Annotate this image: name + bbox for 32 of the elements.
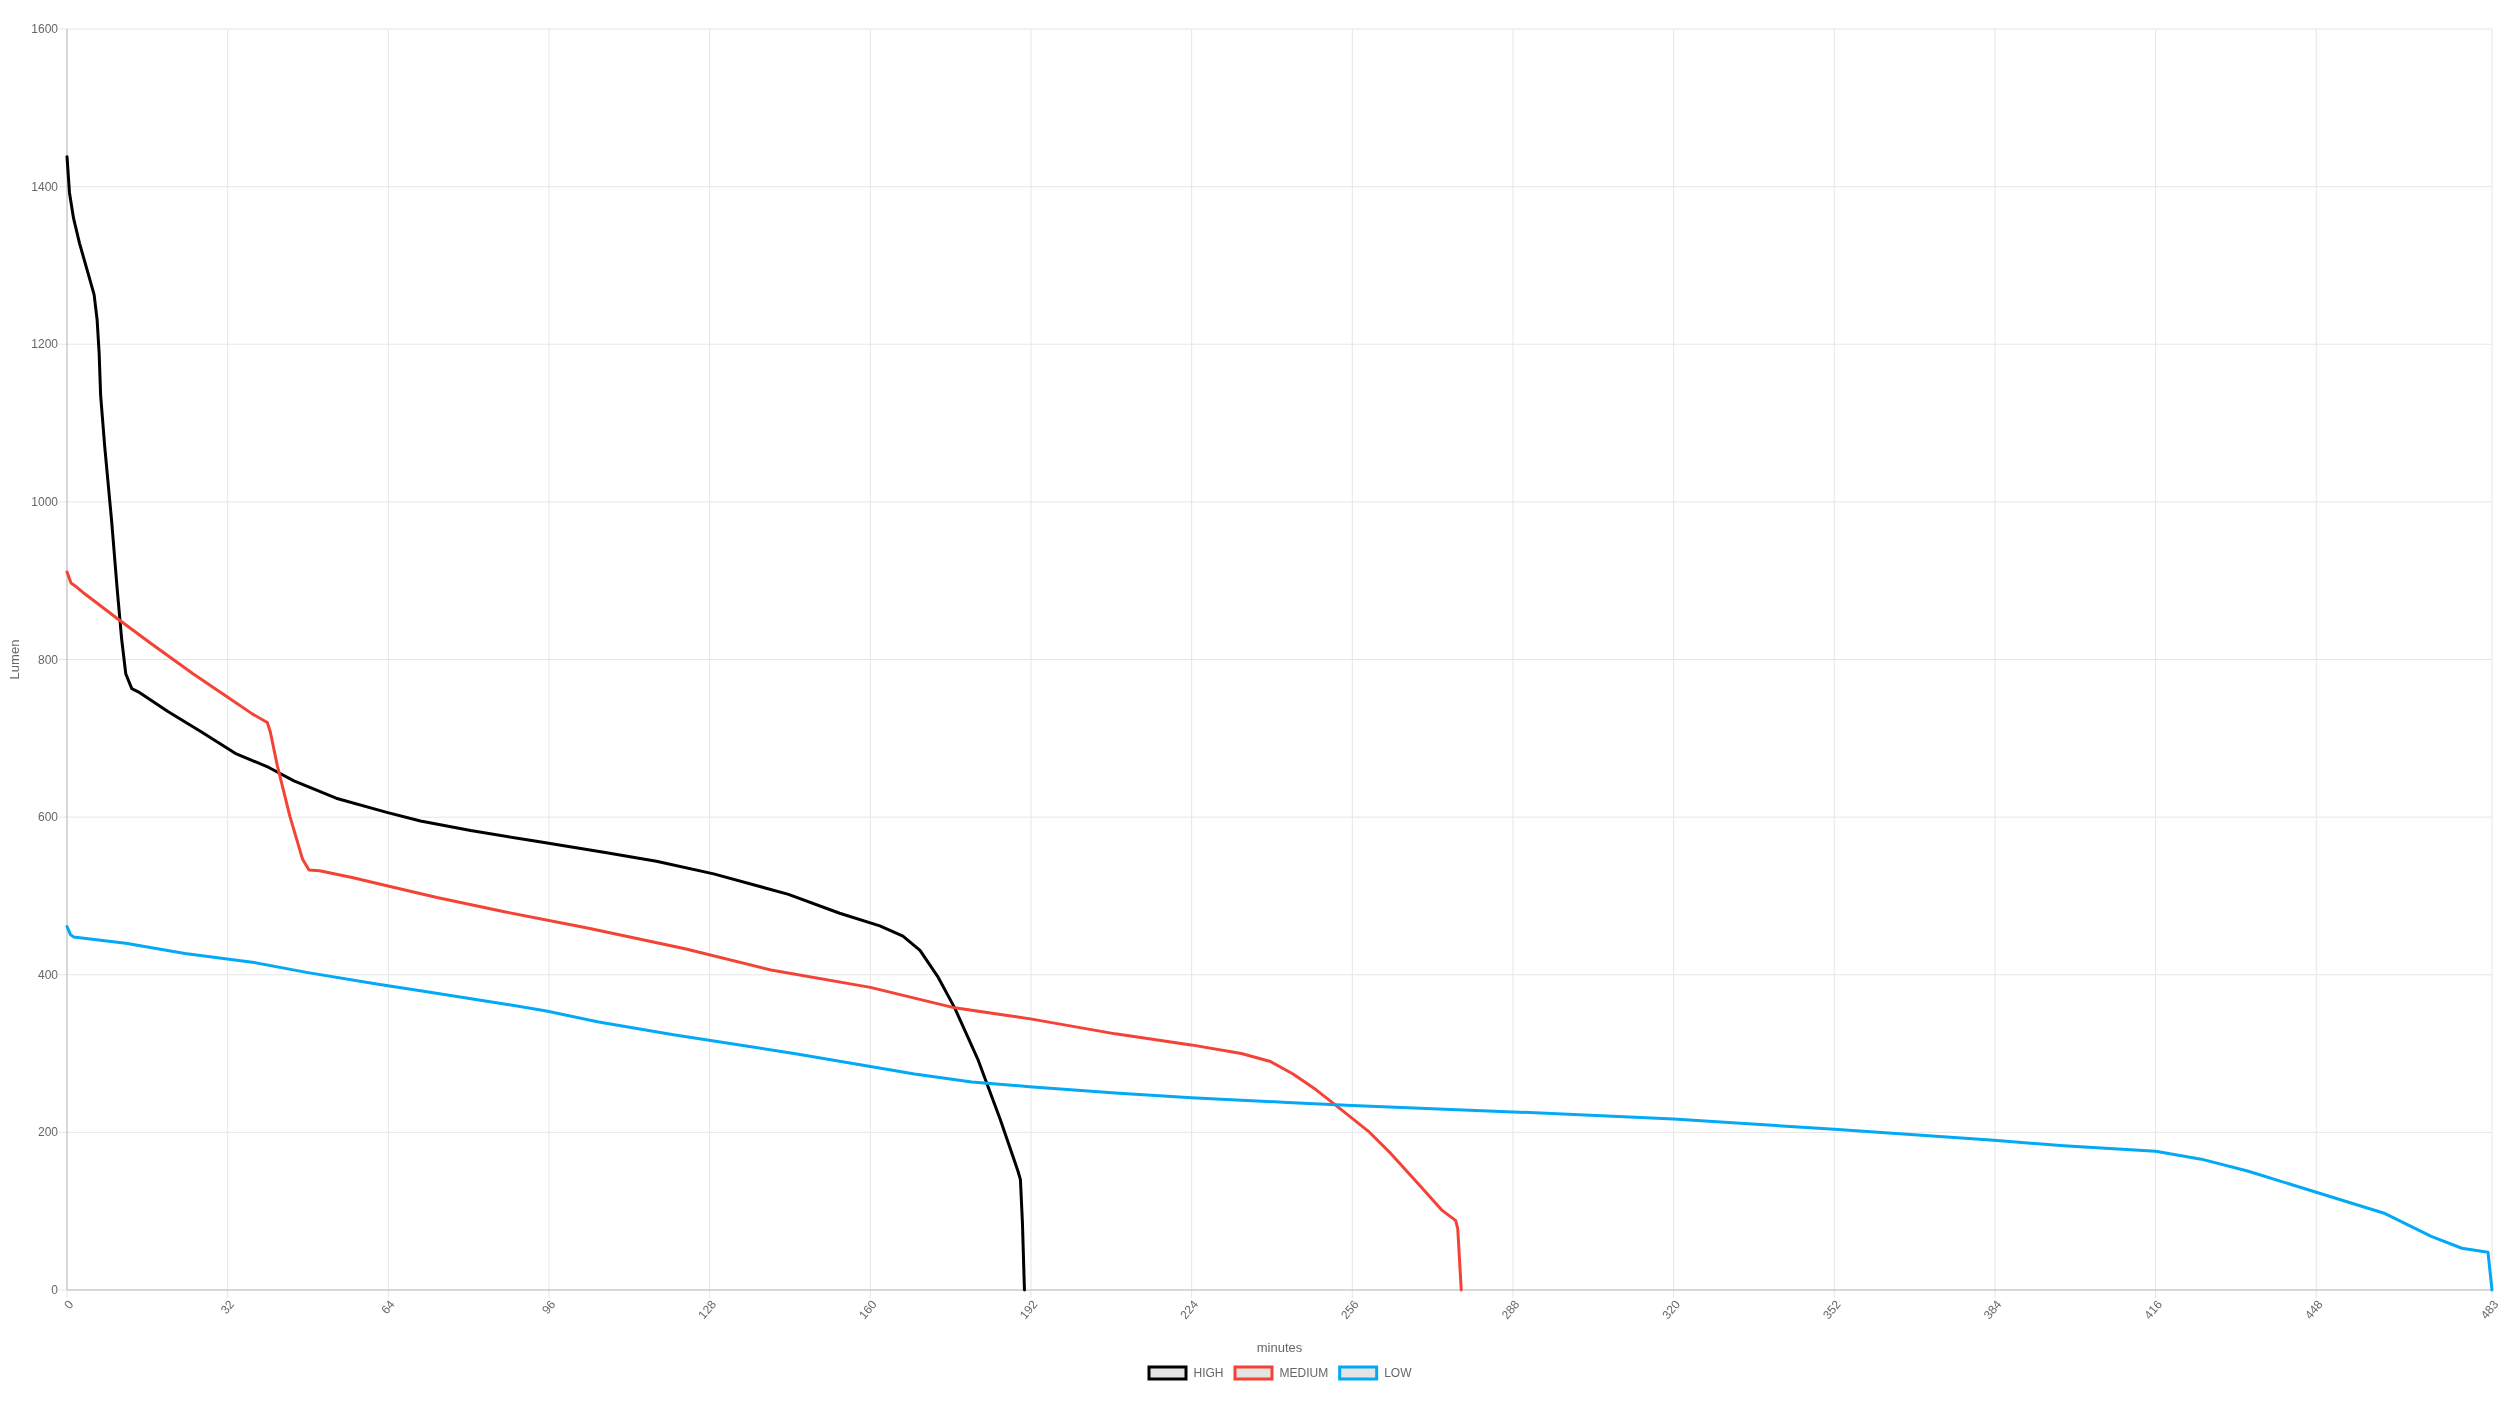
x-tick-label: 320 xyxy=(1659,1297,1684,1322)
y-tick-label: 1200 xyxy=(31,337,59,352)
y-tick-label: 1400 xyxy=(31,179,59,194)
y-tick-label: 600 xyxy=(37,810,59,825)
x-tick-label: 32 xyxy=(217,1297,238,1317)
y-tick-label: 0 xyxy=(51,1283,59,1297)
y-tick-label: 1000 xyxy=(31,494,59,509)
y-tick-label: 1600 xyxy=(31,22,59,36)
line-series xyxy=(65,155,1026,1292)
legend-label: MEDIUM xyxy=(1279,1366,1329,1380)
legend-label: HIGH xyxy=(1193,1366,1224,1380)
line-series xyxy=(65,570,1463,1292)
x-tick-label: 160 xyxy=(856,1297,880,1322)
x-tick-label: 192 xyxy=(1016,1297,1041,1322)
x-tick-label: 64 xyxy=(378,1297,398,1317)
y-tick-label: 200 xyxy=(37,1125,59,1140)
x-tick-label: 483 xyxy=(2477,1297,2500,1322)
x-tick-label: 256 xyxy=(1338,1297,1362,1322)
y-tick-label: 400 xyxy=(37,967,59,982)
legend-label: LOW xyxy=(1384,1366,1413,1380)
x-tick-label: 448 xyxy=(2302,1297,2326,1322)
x-axis-title: minutes xyxy=(1256,1339,1303,1355)
y-axis-title: Lumen xyxy=(6,639,22,680)
x-tick-label: 384 xyxy=(1980,1297,2005,1322)
x-tick-label: 128 xyxy=(695,1297,720,1322)
x-tick-label: 96 xyxy=(539,1297,559,1317)
x-tick-label: 224 xyxy=(1177,1297,1202,1322)
x-tick-label: 0 xyxy=(61,1297,77,1312)
x-tick-label: 416 xyxy=(2141,1297,2166,1322)
x-tick-label: 288 xyxy=(1498,1297,1523,1322)
x-tick-label: 352 xyxy=(1820,1297,1844,1322)
y-tick-label: 800 xyxy=(37,652,59,667)
